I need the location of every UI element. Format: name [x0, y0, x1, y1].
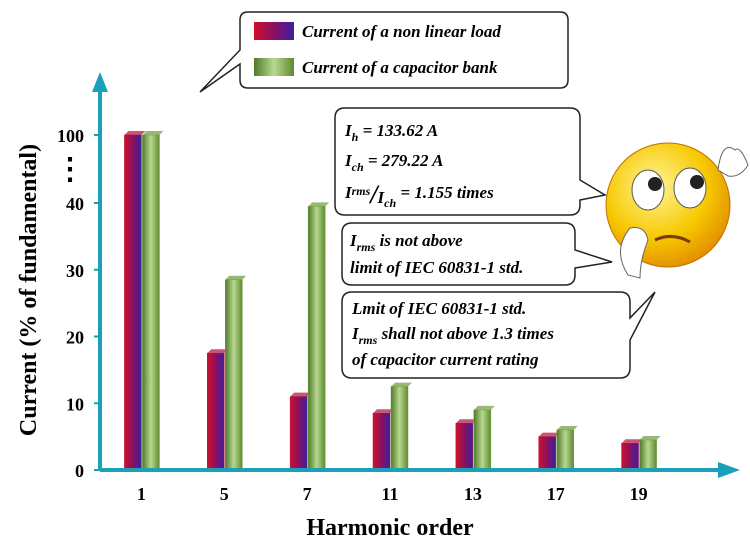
x-tick-label: 19 [630, 484, 648, 504]
bar-cap [124, 131, 145, 135]
y-tick-label: 20 [66, 328, 84, 348]
bar [391, 387, 408, 470]
y-tick-label: 10 [66, 394, 84, 414]
bar [640, 440, 657, 470]
x-tick-label: 11 [381, 484, 398, 504]
bar-cap [640, 436, 661, 440]
bar-cap [225, 276, 246, 280]
annotation-line: Lmit of IEC 60831-1 std. [351, 299, 526, 318]
legend-label: Current of a non linear load [302, 22, 501, 41]
y-tick-label: 40 [66, 194, 84, 214]
emoji-face [606, 143, 748, 278]
x-axis-arrow [718, 462, 740, 478]
x-tick-label: 1 [137, 484, 146, 504]
x-tick-label: 17 [547, 484, 565, 504]
bar-cap [557, 426, 578, 430]
bar-cap [308, 202, 329, 206]
bar [290, 397, 307, 470]
bar [474, 410, 491, 470]
bar [308, 206, 325, 470]
legend-swatch [254, 22, 294, 40]
y-tick-label: 100 [57, 126, 84, 146]
bar [207, 353, 224, 470]
bar [142, 135, 159, 470]
legend: Current of a non linear load Current of … [200, 12, 568, 92]
bar [225, 280, 242, 470]
legend-swatch [254, 58, 294, 76]
bar [622, 443, 639, 470]
x-tick-label: 13 [464, 484, 482, 504]
bar-cap [391, 383, 412, 387]
bar [124, 135, 141, 470]
bar-cap [474, 406, 495, 410]
y-tick-label: 30 [66, 261, 84, 281]
y-tick-label: 0 [75, 461, 84, 481]
annotation-line: of capacitor current rating [352, 350, 539, 369]
bar [557, 430, 574, 470]
chart: 010203040100⋮15711131719 Harmonic order … [0, 0, 750, 543]
bar [539, 437, 556, 470]
bar [456, 423, 473, 470]
y-axis-arrow [92, 72, 108, 92]
legend-label: Current of a capacitor bank [302, 58, 498, 77]
x-axis-label: Harmonic order [306, 515, 474, 541]
y-axis-label: Current (% of fundamental) [16, 144, 42, 436]
x-tick-label: 7 [303, 484, 312, 504]
axis-break: ⋮ [55, 153, 85, 186]
bar [373, 413, 390, 470]
bar-cap [142, 131, 163, 135]
annotation-line: limit of IEC 60831-1 std. [350, 258, 523, 277]
x-tick-label: 5 [220, 484, 229, 504]
